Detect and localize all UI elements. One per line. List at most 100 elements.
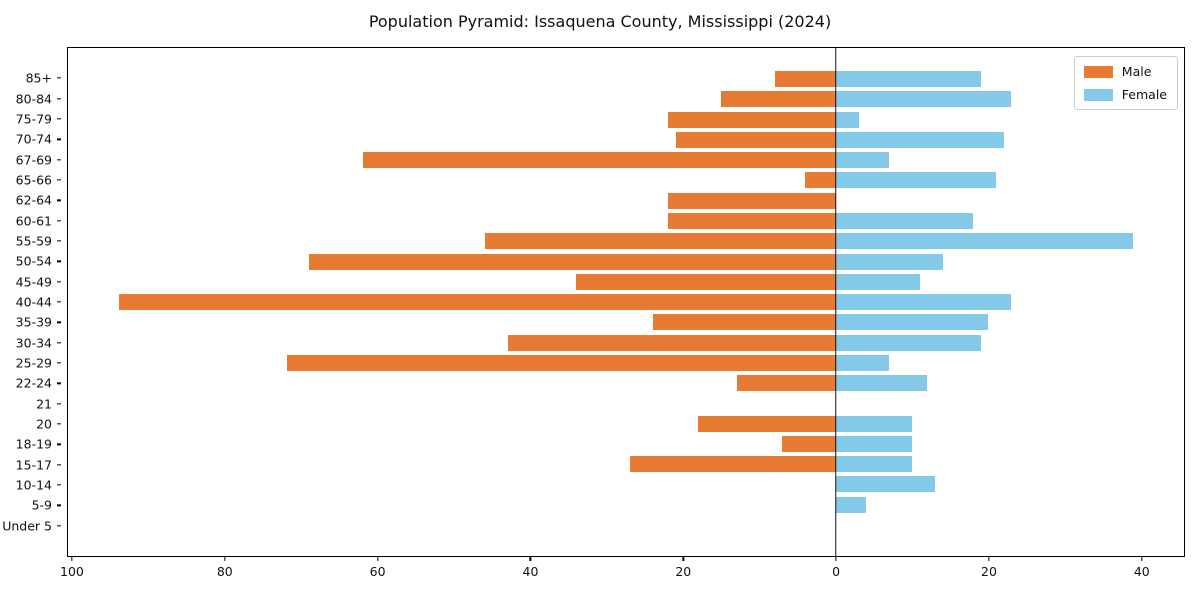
bar-row: [68, 89, 1184, 109]
y-tick-mark: [57, 525, 61, 527]
legend: Male Female: [1073, 56, 1178, 110]
y-tick-mark: [57, 362, 61, 364]
y-tick-mark: [57, 199, 61, 201]
chart-title: Population Pyramid: Issaquena County, Mi…: [368, 12, 832, 31]
y-axis-label: 67-69: [15, 152, 52, 168]
bar-row: [68, 495, 1184, 515]
bar-row: [68, 332, 1184, 352]
female-bar: [835, 172, 996, 189]
female-bar: [835, 354, 890, 371]
y-tick-mark: [57, 403, 61, 405]
y-axis-label: 55-59: [15, 233, 52, 249]
bar-row: [68, 110, 1184, 130]
female-bar: [835, 233, 1134, 250]
male-bar: [507, 334, 836, 351]
y-axis-label: 80-84: [15, 91, 52, 107]
y-tick-mark: [57, 179, 61, 181]
y-axis-label: 30-34: [15, 335, 52, 351]
legend-label-male: Male: [1121, 64, 1152, 79]
bar-row: [68, 312, 1184, 332]
y-axis-row: 60-61: [0, 210, 62, 230]
y-axis-row: 62-64: [0, 190, 62, 210]
y-axis-labels: 85+ 80-84 75-79 70-74 67-69 65-66 62-64 60-61 55…: [0, 47, 62, 557]
male-bar: [309, 253, 836, 270]
male-bar: [484, 233, 836, 250]
male-bar: [652, 314, 836, 331]
female-color-swatch: [1083, 88, 1113, 101]
bar-row: [68, 434, 1184, 454]
female-bar: [835, 375, 928, 392]
y-axis-row: 45-49: [0, 271, 62, 291]
male-bar: [805, 172, 836, 189]
female-bar: [835, 314, 989, 331]
x-tick-label: 40: [1133, 564, 1150, 579]
y-axis-row: 67-69: [0, 149, 62, 169]
female-bar: [835, 253, 943, 270]
male-bar: [118, 294, 836, 311]
y-axis-label: 70-74: [15, 131, 52, 147]
male-bar: [362, 152, 836, 169]
y-axis-row: 15-17: [0, 455, 62, 475]
y-tick-mark: [57, 464, 61, 466]
y-tick-mark: [57, 158, 61, 161]
x-tick-label: 20: [981, 564, 997, 579]
male-bar: [774, 71, 836, 88]
x-tick-label: 100: [60, 564, 84, 579]
y-axis-row: 65-66: [0, 170, 62, 190]
y-axis-label: 62-64: [15, 192, 52, 208]
y-axis-row: 75-79: [0, 109, 62, 129]
x-tick-label: 40: [522, 564, 539, 579]
y-tick-mark: [57, 341, 61, 344]
bar-row: [68, 69, 1184, 89]
female-bar: [835, 91, 1012, 108]
x-tick-label: 0: [832, 564, 841, 579]
female-bar: [835, 212, 974, 229]
legend-item-male: Male: [1083, 64, 1167, 79]
bar-row: [68, 251, 1184, 271]
y-tick-mark: [57, 97, 61, 100]
x-tick-mark: [529, 557, 532, 561]
male-bar: [667, 111, 836, 128]
y-axis-row: 21: [0, 394, 62, 414]
male-color-swatch: [1083, 65, 1113, 78]
y-tick-mark: [57, 301, 61, 303]
y-tick-mark: [57, 260, 61, 262]
female-bar: [835, 456, 913, 473]
male-bar: [736, 375, 836, 392]
y-tick-mark: [57, 504, 61, 507]
x-tick-mark: [224, 557, 226, 561]
bar-row: [68, 292, 1184, 312]
bar-row: [68, 191, 1184, 211]
y-tick-mark: [57, 118, 61, 120]
male-bar: [675, 131, 836, 148]
bar-row: [68, 353, 1184, 373]
y-tick-mark: [57, 77, 61, 79]
y-tick-mark: [57, 240, 61, 242]
bar-row: [68, 211, 1184, 231]
y-tick-mark: [57, 219, 61, 222]
female-bar: [835, 152, 890, 169]
male-bar: [721, 91, 836, 108]
y-tick-mark: [57, 443, 61, 446]
y-axis-row: 30-34: [0, 332, 62, 352]
female-bar: [835, 476, 935, 493]
legend-label-female: Female: [1121, 87, 1167, 102]
y-axis-row: 50-54: [0, 251, 62, 271]
y-tick-mark: [57, 382, 61, 384]
female-bar: [835, 294, 1012, 311]
y-axis-label: 5-9: [31, 497, 52, 513]
female-bar: [835, 131, 1004, 148]
x-tick-label: 20: [675, 564, 692, 579]
female-bar: [835, 415, 913, 432]
bar-row: [68, 474, 1184, 494]
y-axis-row: 40-44: [0, 292, 62, 312]
male-bar: [667, 212, 836, 229]
x-tick-mark: [682, 557, 684, 561]
y-axis-label: 75-79: [15, 111, 52, 127]
x-tick-mark: [988, 557, 990, 561]
y-axis-row: 10-14: [0, 475, 62, 495]
female-bar: [835, 111, 859, 128]
x-tick-mark: [71, 557, 73, 561]
x-tick-label: 80: [216, 564, 233, 579]
female-bar: [835, 435, 913, 452]
